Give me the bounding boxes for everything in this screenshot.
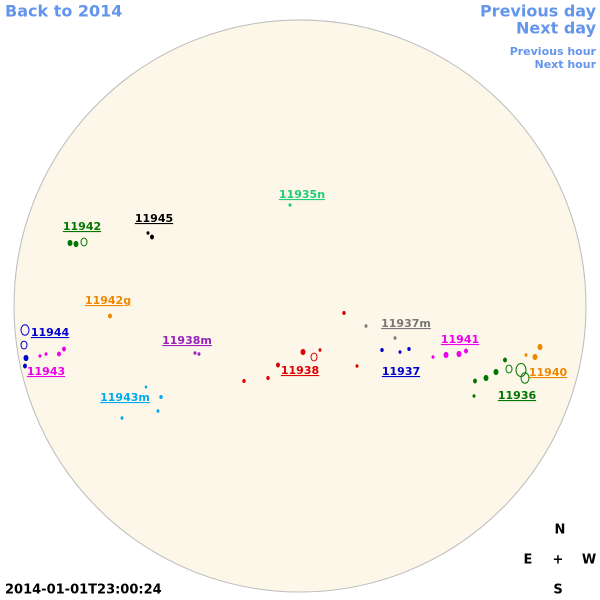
sunspot <box>310 352 318 362</box>
region-label[interactable]: 11938m <box>162 334 212 347</box>
region-label[interactable]: 11937 <box>382 365 420 378</box>
sunspot <box>398 350 402 354</box>
sunspot <box>44 352 48 356</box>
sunspot <box>537 343 543 351</box>
sunspot <box>20 324 30 336</box>
solar-disk <box>13 19 587 593</box>
sunspot <box>443 351 449 359</box>
region-label[interactable]: 11942 <box>63 220 101 233</box>
region-label[interactable]: 11942g <box>85 294 131 307</box>
sunspot <box>266 375 270 381</box>
region-label[interactable]: 11943m <box>100 391 150 404</box>
sunspot <box>431 355 435 359</box>
sunspot <box>520 372 530 384</box>
sunspot <box>80 237 88 247</box>
next-hour-link[interactable]: Next hour <box>535 58 597 71</box>
region-label[interactable]: 11935n <box>279 188 325 201</box>
compass-south: S <box>553 583 562 598</box>
back-link[interactable]: Back to 2014 <box>5 2 122 21</box>
sunspot <box>276 362 280 368</box>
sunspot <box>493 368 499 376</box>
sunspot <box>120 416 124 420</box>
sunspot <box>464 348 468 354</box>
sunspot <box>20 340 28 350</box>
sunspot <box>342 310 346 316</box>
previous-hour-link[interactable]: Previous hour <box>510 45 597 58</box>
sunspot <box>57 351 61 357</box>
region-label[interactable]: 11941 <box>441 333 479 346</box>
region-label[interactable]: 11938 <box>281 364 319 377</box>
sunspot <box>532 353 538 361</box>
sunspot <box>144 385 148 389</box>
sunspot <box>456 350 462 358</box>
next-day-link[interactable]: Next day <box>516 19 597 38</box>
timestamp: 2014-01-01T23:00:24 <box>5 583 162 598</box>
sunspot <box>73 240 79 248</box>
sunspot <box>318 348 322 352</box>
sunspot <box>472 394 476 398</box>
sunspot <box>156 409 160 413</box>
sunspot <box>407 346 411 352</box>
sunspot <box>197 352 201 356</box>
sunspot <box>67 239 73 247</box>
region-label[interactable]: 11937m <box>381 317 431 330</box>
previous-day-link[interactable]: Previous day <box>480 2 597 21</box>
sunspot <box>473 378 477 384</box>
sunspot <box>146 231 150 235</box>
sunspot <box>62 346 66 352</box>
region-label[interactable]: 11943 <box>27 365 65 378</box>
compass-center: + <box>553 553 564 568</box>
sunspot <box>23 363 27 369</box>
region-label[interactable]: 11945 <box>135 212 173 225</box>
sunspot <box>503 357 507 363</box>
sunspot <box>242 378 246 384</box>
compass-north: N <box>555 523 566 538</box>
sunspot <box>364 324 368 328</box>
sunspot <box>380 347 384 353</box>
sunspot <box>483 374 489 382</box>
sunspot <box>108 313 112 319</box>
sunspot <box>393 336 397 340</box>
sunspot <box>38 354 42 358</box>
sunspot <box>355 364 359 368</box>
sunspot <box>23 354 29 362</box>
region-label[interactable]: 11940 <box>529 366 568 379</box>
sunspot <box>288 203 292 207</box>
sunspot <box>150 234 154 240</box>
sunspot <box>300 348 306 356</box>
compass-east: E <box>524 553 533 568</box>
sunspot <box>159 394 163 400</box>
sunspot <box>505 364 513 374</box>
region-label[interactable]: 11936 <box>498 389 537 402</box>
region-label[interactable]: 11944 <box>31 326 70 339</box>
sunspot <box>193 351 197 355</box>
compass-west: W <box>582 553 596 568</box>
sunspot <box>524 353 528 357</box>
